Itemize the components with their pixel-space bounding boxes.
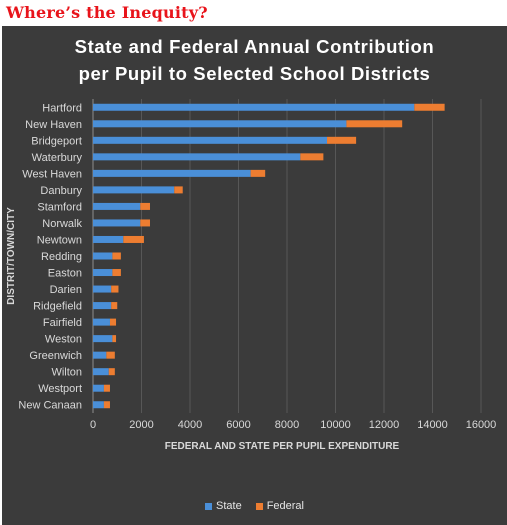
- bar-state-west-haven: [93, 169, 251, 177]
- bar-federal-newtown: [123, 235, 144, 243]
- bar-state-new-haven: [93, 120, 347, 128]
- x-tick-label: 8000: [275, 419, 299, 431]
- y-category-label: Easton: [48, 268, 82, 280]
- y-category-label: New Canaan: [18, 400, 82, 412]
- x-tick-label: 14000: [417, 419, 448, 431]
- y-category-label: New Haven: [25, 119, 82, 131]
- y-category-label: Fairfield: [43, 317, 82, 329]
- bar-state-redding: [93, 252, 113, 260]
- x-tick-label: 12000: [369, 419, 400, 431]
- bar-federal-weston: [112, 335, 117, 343]
- bar-state-easton: [93, 269, 113, 277]
- chart-panel: State and Federal Annual Contribution pe…: [2, 26, 507, 525]
- chart-title-line-2: per Pupil to Selected School Districts: [78, 63, 431, 84]
- bar-federal-wilton: [108, 368, 115, 376]
- y-category-label: Darien: [50, 284, 82, 296]
- bar-state-weston: [93, 335, 113, 343]
- bar-federal-ridgefield: [111, 302, 118, 310]
- bar-state-westport: [93, 384, 104, 392]
- y-category-label: Redding: [41, 251, 82, 263]
- x-tick-label: 16000: [466, 419, 497, 431]
- legend-swatch: [255, 502, 263, 510]
- bar-state-stamford: [93, 202, 141, 210]
- legend-swatch: [205, 502, 212, 510]
- bar-federal-hartford: [414, 103, 445, 111]
- bar-state-norwalk: [93, 219, 141, 227]
- bar-state-waterbury: [93, 153, 301, 161]
- bar-federal-west-haven: [250, 169, 266, 177]
- y-category-label: Hartford: [42, 102, 82, 114]
- y-category-label: Stamford: [37, 201, 82, 213]
- x-tick-label: 10000: [320, 419, 351, 431]
- bar-federal-danbury: [174, 186, 183, 194]
- y-category-label: Newtown: [37, 234, 82, 246]
- y-category-label: West Haven: [22, 168, 82, 180]
- chart-title-line-1: State and Federal Annual Contribution: [74, 36, 435, 57]
- x-tick-label: 6000: [226, 419, 250, 431]
- y-category-label: Danbury: [40, 185, 82, 197]
- legend-item-federal: Federal: [255, 500, 304, 512]
- y-category-label: Bridgeport: [31, 135, 82, 147]
- bar-state-ridgefield: [93, 302, 112, 310]
- y-category-label: Wilton: [51, 367, 82, 379]
- bar-state-hartford: [93, 103, 415, 111]
- bar-state-darien: [93, 285, 112, 293]
- bar-state-fairfield: [93, 318, 110, 326]
- legend-label: Federal: [266, 500, 304, 512]
- bar-federal-new-canaan: [103, 401, 110, 409]
- y-category-label: Ridgefield: [33, 301, 82, 313]
- y-category-label: Norwalk: [42, 218, 82, 230]
- bar-state-greenwich: [93, 351, 107, 359]
- legend-label: State: [216, 500, 242, 512]
- y-category-label: Waterbury: [32, 152, 83, 164]
- bar-federal-waterbury: [300, 153, 324, 161]
- banner: Where’s the Inequity?: [0, 0, 507, 26]
- bar-state-newtown: [93, 235, 124, 243]
- y-category-label: Greenwich: [29, 350, 82, 362]
- bar-state-danbury: [93, 186, 175, 194]
- bar-federal-westport: [103, 384, 110, 392]
- bar-federal-redding: [112, 252, 121, 260]
- bar-state-new-canaan: [93, 401, 104, 409]
- y-category-label: Weston: [45, 334, 82, 346]
- bar-federal-new-haven: [346, 120, 403, 128]
- y-axis-title: DISTRIT/TOWN/CITY: [6, 207, 17, 305]
- bar-federal-darien: [111, 285, 119, 293]
- y-category-label: Westport: [38, 383, 82, 395]
- legend-item-state: State: [205, 500, 242, 512]
- x-tick-label: 2000: [129, 419, 153, 431]
- chart-legend: State Federal: [2, 500, 507, 512]
- x-tick-label: 4000: [178, 419, 202, 431]
- bar-state-wilton: [93, 368, 109, 376]
- bar-federal-stamford: [140, 202, 150, 210]
- x-axis-title: FEDERAL AND STATE PER PUPIL EXPENDITURE: [165, 441, 400, 452]
- bar-federal-greenwich: [106, 351, 115, 359]
- bar-federal-fairfield: [109, 318, 117, 326]
- bar-federal-bridgeport: [327, 136, 357, 144]
- bar-federal-easton: [112, 269, 121, 277]
- banner-heading: Where’s the Inequity?: [6, 3, 208, 22]
- bar-state-bridgeport: [93, 136, 328, 144]
- bar-federal-norwalk: [140, 219, 150, 227]
- x-tick-label: 0: [90, 419, 96, 431]
- bar-chart: 0 2000 4000 6000 8000 10000 12000 14000 16000 Har…: [6, 99, 497, 452]
